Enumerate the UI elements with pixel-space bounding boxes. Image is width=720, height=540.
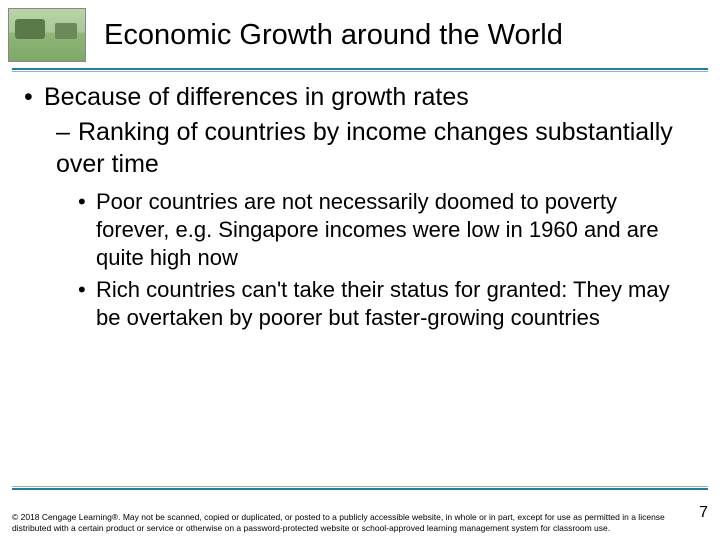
dash-mark: – (56, 117, 78, 148)
bullet-mark: • (24, 82, 44, 113)
slide-header: Economic Growth around the World (0, 0, 720, 62)
bullet-mark: • (78, 188, 96, 216)
bullet-text: Ranking of countries by income changes s… (56, 118, 673, 177)
header-illustration (8, 8, 86, 62)
copyright-footer: © 2018 Cengage Learning®. May not be sca… (12, 512, 680, 534)
page-number: 7 (699, 504, 708, 522)
bullet-level-3: •Rich countries can't take their status … (24, 276, 696, 332)
bullet-level-2: –Ranking of countries by income changes … (24, 117, 696, 180)
bullet-text: Poor countries are not necessarily doome… (96, 189, 659, 270)
bottom-divider (12, 486, 708, 490)
bullet-mark: • (78, 276, 96, 304)
bullet-text: Because of differences in growth rates (44, 83, 469, 111)
bullet-level-1: •Because of differences in growth rates (24, 82, 696, 113)
slide-title: Economic Growth around the World (104, 18, 563, 53)
slide-body: •Because of differences in growth rates … (0, 72, 720, 333)
bullet-level-3: •Poor countries are not necessarily doom… (24, 188, 696, 272)
bullet-text: Rich countries can't take their status f… (96, 277, 670, 330)
